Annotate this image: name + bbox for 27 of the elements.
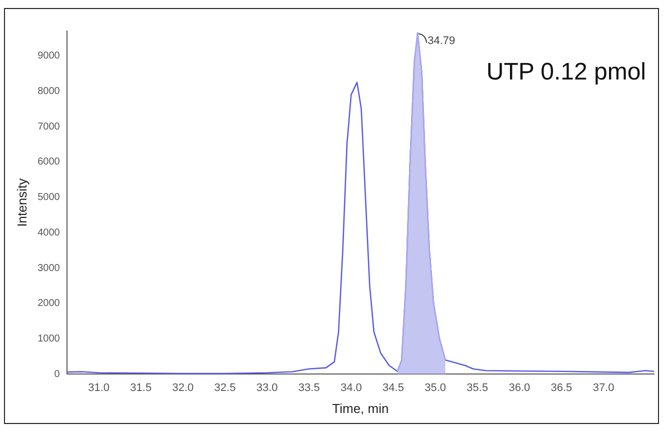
y-tick-label: 1000 (38, 334, 60, 345)
y-tick-label: 8000 (38, 86, 60, 97)
y-tick-label: 4000 (38, 227, 60, 238)
x-tick-label: 34.5 (382, 382, 404, 394)
x-tick-label: 32.0 (172, 382, 194, 394)
y-axis-title: Intensity (14, 178, 30, 227)
x-tick-label: 37.0 (592, 382, 614, 394)
x-tick-label: 33.5 (298, 382, 320, 394)
x-tick-label: 34.0 (340, 382, 362, 394)
y-tick-label: 9000 (38, 50, 60, 62)
x-tick-label: 31.5 (130, 382, 152, 394)
y-tick-label: 3000 (38, 262, 60, 274)
x-tick-label: 33.0 (256, 382, 278, 394)
y-tick-label: 2000 (38, 298, 60, 310)
y-tick-label: 7000 (38, 121, 60, 132)
x-tick-label: 36.5 (550, 382, 572, 394)
x-tick-label: 36.0 (508, 382, 530, 394)
y-tick-label: 5000 (38, 192, 60, 204)
y-tick-label: 6000 (38, 156, 60, 168)
x-tick-label: 31.0 (88, 382, 110, 394)
annotation: UTP 0.12 pmol (486, 58, 646, 86)
x-tick-label: 35.5 (466, 382, 488, 394)
x-tick-label: 35.0 (424, 382, 446, 394)
x-axis-title: Time, min (332, 400, 389, 416)
x-tick-label: 32.5 (214, 382, 236, 394)
annotation: 34.79 (428, 34, 456, 47)
y-tick-label: 0 (54, 368, 60, 380)
